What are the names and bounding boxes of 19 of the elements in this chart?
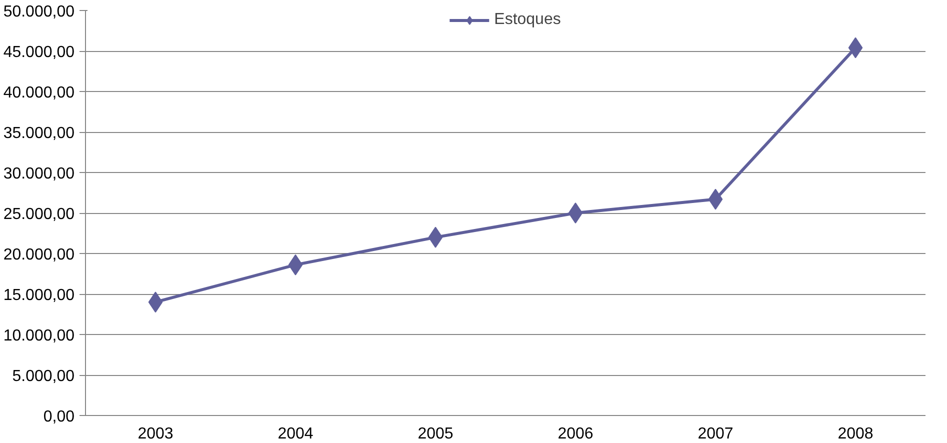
x-tick-label: 2007: [698, 426, 734, 442]
y-tick-label: 40.000,00: [3, 84, 75, 102]
y-tick-label: 30.000,00: [3, 166, 75, 182]
y-tick-label: 50.000,00: [3, 4, 75, 20]
x-tick-label: 2008: [838, 426, 874, 442]
x-tick-label: 2005: [418, 426, 454, 442]
y-tick-label: 35.000,00: [3, 125, 75, 142]
y-tick-label: 10.000,00: [3, 328, 75, 344]
y-tick-label: 25.000,00: [3, 206, 75, 223]
y-tick-label: 20.000,00: [3, 246, 75, 264]
y-tick-label: 5.000,00: [12, 368, 75, 385]
point: [568, 202, 583, 224]
x-tick-label: 2003: [138, 426, 174, 442]
y-tick-label: 0,00: [43, 408, 75, 426]
y-tick-label: 45.000,00: [3, 44, 75, 61]
y-tick-label: 15.000,00: [3, 287, 75, 304]
x-tick-label: 2004: [278, 426, 314, 442]
legend-label: Estoques: [494, 11, 561, 29]
x-tick-label: 2006: [558, 426, 594, 442]
